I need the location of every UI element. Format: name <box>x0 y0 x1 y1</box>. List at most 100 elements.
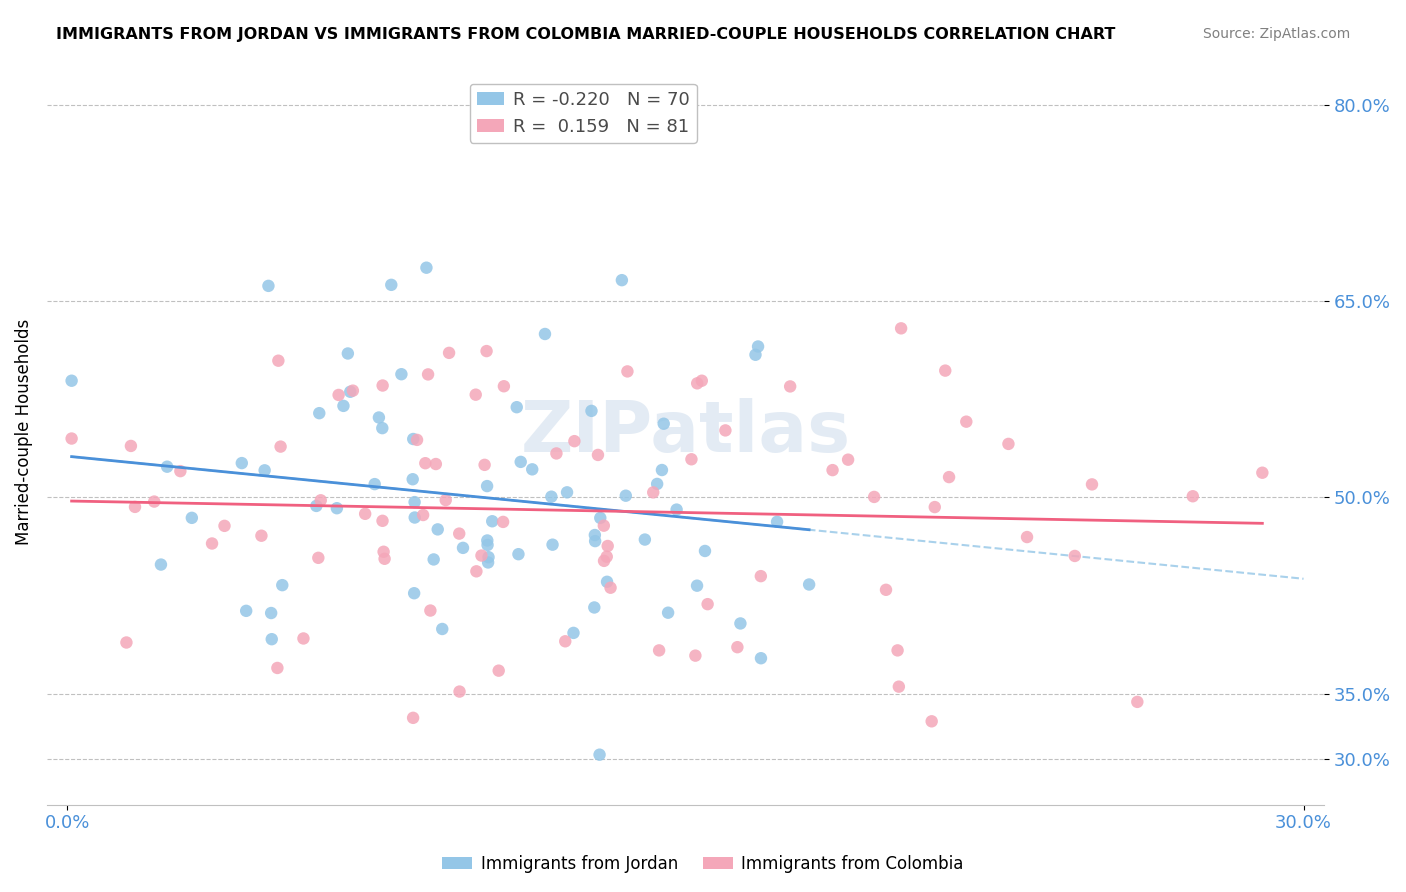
Point <box>404 510 426 524</box>
Point <box>588 747 610 762</box>
Point <box>402 432 425 446</box>
Point <box>437 346 460 360</box>
Point <box>380 277 402 292</box>
Point <box>425 457 447 471</box>
Point <box>309 493 332 508</box>
Point <box>402 472 425 486</box>
Point <box>599 581 621 595</box>
Point <box>596 574 619 589</box>
Point <box>367 410 389 425</box>
Point <box>115 635 138 649</box>
Point <box>887 680 910 694</box>
Point <box>592 518 614 533</box>
Point <box>465 564 488 578</box>
Point <box>938 470 960 484</box>
Point <box>686 376 709 391</box>
Point <box>292 632 315 646</box>
Point <box>492 379 515 393</box>
Point <box>260 606 283 620</box>
Point <box>371 378 394 392</box>
Point <box>412 508 434 522</box>
Point <box>1015 530 1038 544</box>
Point <box>60 432 83 446</box>
Point <box>610 273 633 287</box>
Point <box>477 550 499 565</box>
Point <box>470 549 492 563</box>
Point <box>328 388 350 402</box>
Point <box>451 541 474 555</box>
Point <box>342 384 364 398</box>
Point <box>474 458 496 472</box>
Point <box>354 507 377 521</box>
Point <box>415 260 437 275</box>
Point <box>432 622 454 636</box>
Point <box>1063 549 1085 563</box>
Text: Source: ZipAtlas.com: Source: ZipAtlas.com <box>1202 27 1350 41</box>
Point <box>593 554 616 568</box>
Point <box>124 500 146 514</box>
Point <box>581 404 603 418</box>
Point <box>589 511 612 525</box>
Point <box>614 489 637 503</box>
Point <box>564 434 586 449</box>
Point <box>837 452 859 467</box>
Point <box>332 399 354 413</box>
Text: ZIPatlas: ZIPatlas <box>520 398 851 467</box>
Point <box>645 477 668 491</box>
Point <box>714 424 737 438</box>
Point <box>686 579 709 593</box>
Point <box>934 363 956 377</box>
Point <box>1081 477 1104 491</box>
Point <box>180 511 202 525</box>
Point <box>271 578 294 592</box>
Point <box>534 326 557 341</box>
Point <box>231 456 253 470</box>
Point <box>477 556 499 570</box>
Point <box>696 597 718 611</box>
Point <box>648 643 671 657</box>
Point <box>201 536 224 550</box>
Point <box>562 626 585 640</box>
Point <box>749 569 772 583</box>
Point <box>506 400 529 414</box>
Point <box>404 495 426 509</box>
Point <box>1181 489 1204 503</box>
Point <box>766 515 789 529</box>
Point <box>616 364 638 378</box>
Point <box>730 616 752 631</box>
Point <box>307 550 329 565</box>
Legend: R = -0.220   N = 70, R =  0.159   N = 81: R = -0.220 N = 70, R = 0.159 N = 81 <box>470 84 697 143</box>
Point <box>890 321 912 335</box>
Point <box>634 533 657 547</box>
Point <box>685 648 707 663</box>
Point <box>419 603 441 617</box>
Point <box>475 344 498 359</box>
Point <box>305 499 328 513</box>
Point <box>665 502 688 516</box>
Point <box>583 534 606 549</box>
Point <box>921 714 943 729</box>
Point <box>149 558 172 572</box>
Point <box>415 456 437 470</box>
Point <box>464 387 486 401</box>
Point <box>374 551 396 566</box>
Point <box>690 374 713 388</box>
Point <box>60 374 83 388</box>
Point <box>169 464 191 478</box>
Point <box>546 446 568 460</box>
Point <box>339 384 361 399</box>
Point <box>389 368 412 382</box>
Point <box>336 346 359 360</box>
Point <box>373 545 395 559</box>
Point <box>657 606 679 620</box>
Point <box>143 494 166 508</box>
Point <box>509 455 531 469</box>
Point <box>266 661 288 675</box>
Point <box>651 463 673 477</box>
Point <box>596 539 619 553</box>
Point <box>475 479 498 493</box>
Point <box>586 448 609 462</box>
Point <box>1251 466 1274 480</box>
Point <box>371 421 394 435</box>
Point <box>652 417 675 431</box>
